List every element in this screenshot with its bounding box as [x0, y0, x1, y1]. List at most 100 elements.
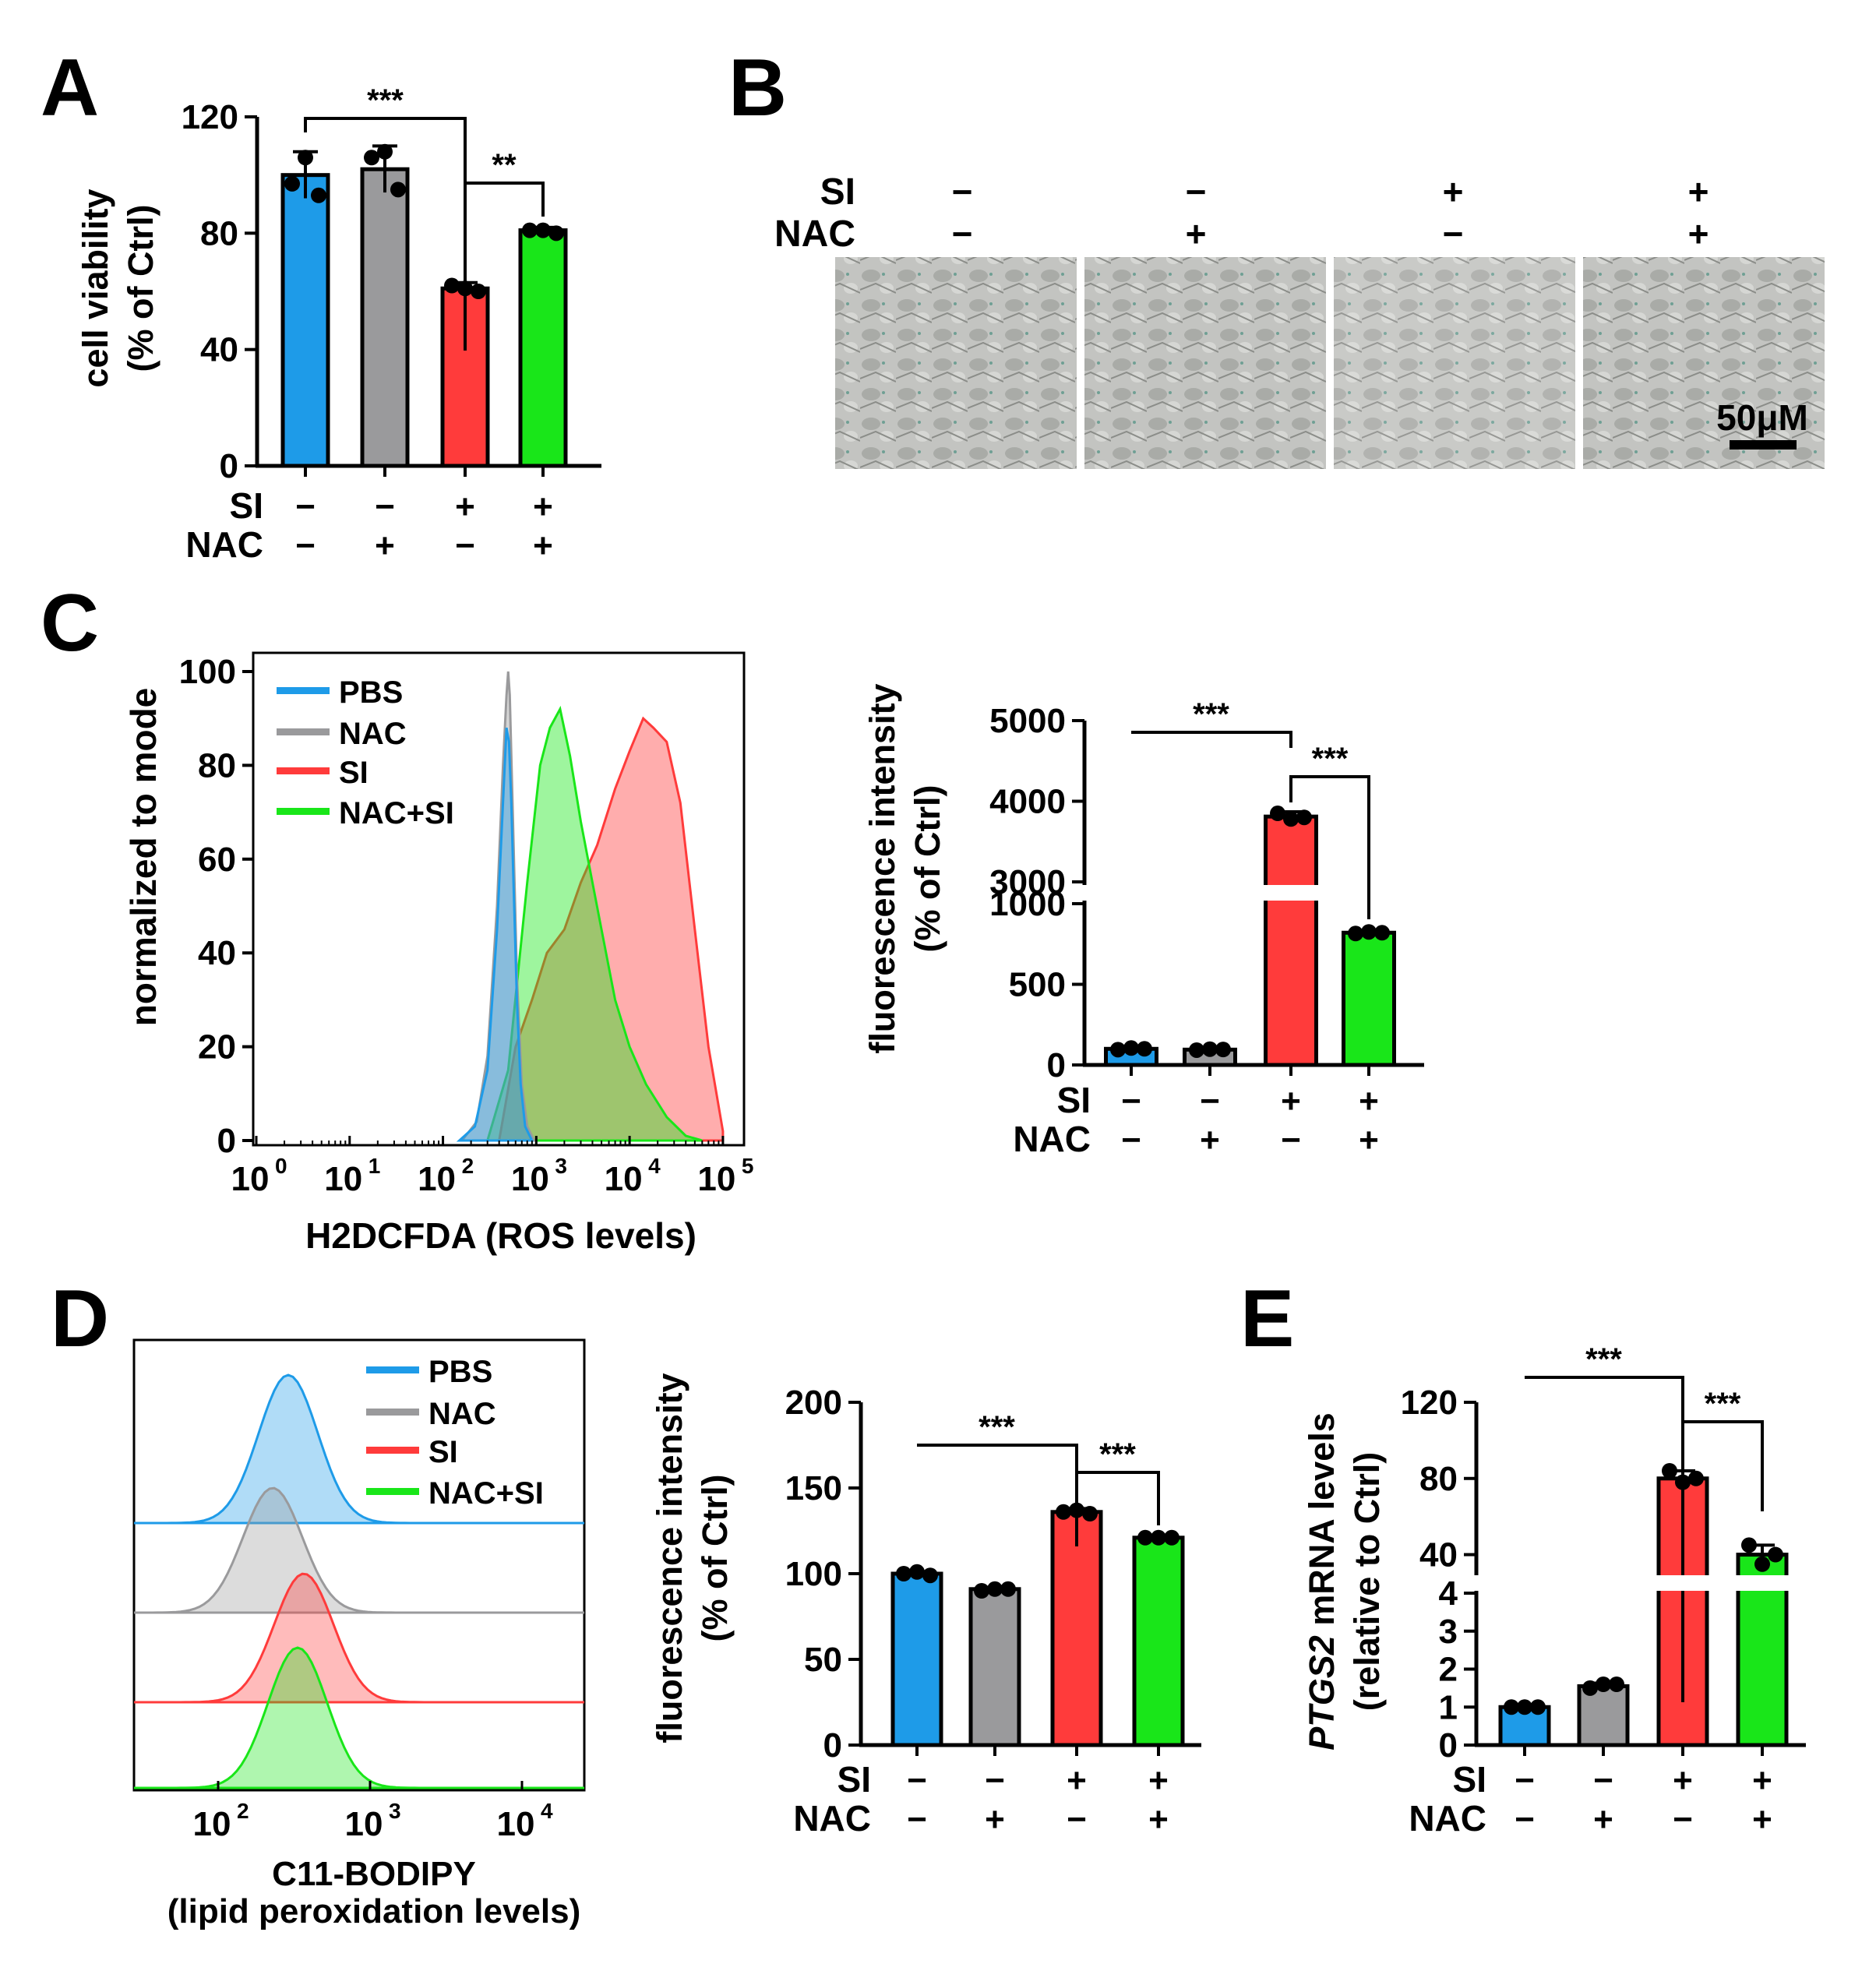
legend-swatch-nac-si [366, 1488, 419, 1495]
si-row-label: SI [820, 171, 855, 213]
significance-label: *** [979, 1410, 1015, 1444]
si-sign: − [295, 488, 316, 526]
y-tick-label: 150 [785, 1469, 842, 1507]
legend-swatch-nac [277, 728, 330, 735]
x-tick-label: 10 [497, 1805, 535, 1843]
x-tick-label: 10 [193, 1805, 231, 1843]
legend-swatch-pbs [366, 1366, 419, 1373]
x-tick-exponent: 0 [275, 1154, 287, 1178]
y-tick-label: 40 [198, 934, 236, 972]
data-point [1000, 1581, 1016, 1597]
legend-swatch-pbs [277, 687, 330, 694]
data-point [298, 150, 313, 166]
y-tick-label: 5000 [989, 702, 1066, 740]
nac-sign: − [907, 1800, 927, 1839]
y-tick-label: 1000 [989, 885, 1066, 923]
histogram-nac-si [485, 705, 703, 1142]
y-label-rest: mRNA levels [1302, 1412, 1342, 1635]
y-label-line2: (% of Ctrl) [908, 785, 947, 953]
data-point [1189, 1042, 1204, 1058]
data-point [522, 222, 538, 238]
panel-e-y-axis-label: PTGS2 mRNA levels (relative to Ctrl) [1302, 1412, 1387, 1751]
bar [968, 1587, 1021, 1747]
y-tick-label: 0 [1047, 1046, 1066, 1084]
micrograph-si [1334, 257, 1575, 469]
data-point [896, 1566, 912, 1581]
data-point [548, 225, 564, 242]
si-sign: + [1067, 1761, 1087, 1800]
legend-swatch-si [277, 767, 330, 774]
data-point [1504, 1699, 1519, 1715]
nac-sign: + [1688, 213, 1709, 254]
bar [1264, 814, 1318, 1067]
significance-label: *** [1585, 1342, 1622, 1377]
panel-d-x-axis-label-line1: C11-BODIPY [272, 1855, 476, 1893]
significance-bracket [1289, 775, 1370, 919]
significance-label: *** [1705, 1387, 1741, 1421]
y-tick-label: 3000 [989, 863, 1066, 901]
legend-swatch-si [366, 1447, 419, 1454]
data-point [922, 1567, 938, 1584]
bar [360, 167, 410, 468]
scale-bar-label: 50μM [1716, 397, 1808, 438]
bar [1132, 1536, 1185, 1747]
data-point [1283, 811, 1299, 827]
panel-c-bar-chart: fluorescence intensity (% of Ctrl) *****… [862, 683, 1424, 1159]
data-point [1688, 1470, 1704, 1486]
si-sign: − [1593, 1761, 1613, 1800]
y-tick-label: 0 [217, 1122, 236, 1160]
bar-break-gap [1263, 885, 1319, 901]
legend-label-pbs: PBS [339, 675, 403, 710]
nac-row-label: NAC [774, 213, 855, 255]
data-point [284, 175, 300, 192]
data-point [535, 222, 551, 238]
panel-a-y-axis-label: cell viability (% of Ctrl) [76, 189, 160, 387]
x-tick-label: 10 [605, 1160, 643, 1198]
data-point [1662, 1463, 1677, 1479]
panel-label-e: E [1240, 1274, 1294, 1364]
y-tick-label: 100 [179, 653, 236, 691]
data-point [1348, 926, 1363, 942]
si-sign: + [1673, 1761, 1693, 1800]
y-tick-label: 4000 [989, 783, 1066, 821]
bar-break-gap [1734, 1575, 1790, 1591]
y-tick-label: 40 [200, 331, 238, 369]
nac-sign: − [1443, 213, 1464, 254]
bar-break-gap [1655, 1575, 1711, 1591]
x-tick-exponent: 2 [237, 1799, 249, 1823]
significance-bracket [304, 117, 467, 351]
data-point [1270, 806, 1285, 822]
significance-bracket [1131, 731, 1292, 748]
x-tick-exponent: 3 [389, 1799, 401, 1823]
significance-bracket [1077, 1471, 1160, 1525]
y-label-line2: (relative to Ctrl) [1347, 1452, 1387, 1712]
nac-sign: + [1186, 213, 1207, 254]
nac-sign: + [985, 1800, 1005, 1839]
panel-label-d: D [51, 1274, 109, 1364]
bar [518, 228, 568, 468]
data-point [444, 277, 460, 294]
micrograph-nac-si [1583, 257, 1825, 469]
panel-d-histogram: 10 2 10 3 10 4 PBS NAC SI NAC+SI C11-BODIPY (… [132, 1338, 586, 1930]
x-tick-exponent: 5 [742, 1154, 754, 1178]
plot-frame [132, 1338, 586, 1792]
legend-label-si: SI [339, 756, 368, 790]
axis-break-gap [1077, 885, 1088, 901]
nac-row-label: NAC [185, 524, 263, 565]
si-sign: − [1186, 171, 1207, 212]
data-point [364, 150, 379, 166]
nac-sign: + [1359, 1121, 1379, 1159]
panel-e-bar-chart: PTGS2 mRNA levels (relative to Ctrl) ***… [1302, 1342, 1806, 1839]
nac-sign: + [533, 527, 553, 565]
panel-label-c: C [41, 578, 99, 668]
nac-sign: + [375, 527, 395, 565]
data-point [1517, 1699, 1532, 1715]
si-sign: + [1281, 1082, 1301, 1120]
si-row-label: SI [1453, 1759, 1486, 1800]
legend-label-nac-si: NAC+SI [428, 1476, 544, 1511]
si-sign: − [375, 488, 395, 526]
x-tick-label: 10 [697, 1160, 735, 1198]
